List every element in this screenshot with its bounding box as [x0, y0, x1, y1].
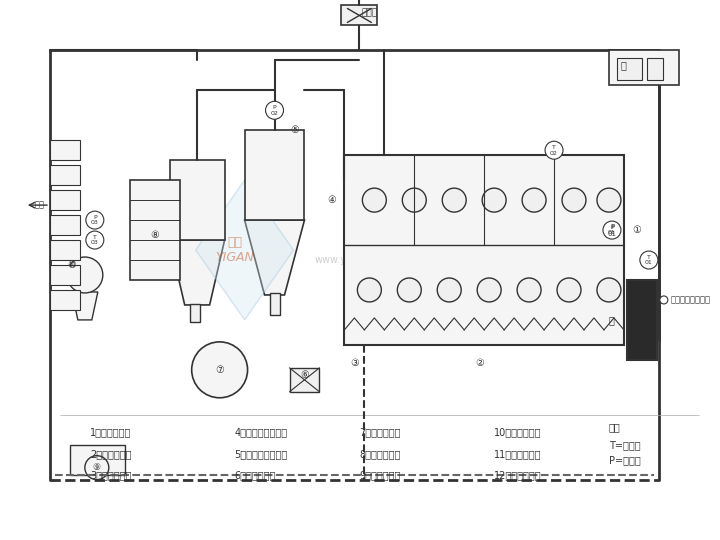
- Text: P
02: P 02: [271, 105, 279, 116]
- Text: ②: ②: [474, 358, 484, 368]
- Circle shape: [86, 231, 104, 249]
- Circle shape: [603, 221, 621, 239]
- Circle shape: [660, 296, 668, 304]
- Polygon shape: [170, 240, 225, 305]
- Text: 7、密闭引风机: 7、密闭引风机: [359, 427, 401, 437]
- Text: 4、一级布袋除尘器: 4、一级布袋除尘器: [235, 427, 288, 437]
- Bar: [617, 58, 642, 80]
- Circle shape: [437, 278, 462, 302]
- Text: P=测压点: P=测压点: [609, 455, 641, 465]
- Circle shape: [266, 102, 284, 119]
- Text: ⑫: ⑫: [608, 315, 614, 325]
- Circle shape: [597, 188, 621, 212]
- Bar: [647, 58, 663, 80]
- Text: P
03: P 03: [91, 215, 99, 226]
- Text: T=测温点: T=测温点: [609, 440, 641, 450]
- Text: ⑥: ⑥: [300, 370, 309, 380]
- Text: 11、密闭送风机: 11、密闭送风机: [494, 449, 541, 458]
- Bar: [50, 140, 80, 160]
- Text: 氮气阀: 氮气阀: [361, 8, 377, 17]
- Text: T
02: T 02: [550, 145, 558, 156]
- Circle shape: [517, 278, 541, 302]
- Bar: [50, 265, 80, 285]
- Text: 6、密闭出料阀: 6、密闭出料阀: [235, 471, 276, 481]
- Circle shape: [482, 188, 506, 212]
- Text: ③: ③: [350, 358, 359, 368]
- Bar: [627, 280, 657, 360]
- Bar: [269, 293, 279, 315]
- Text: 排空: 排空: [35, 201, 45, 210]
- Bar: [130, 180, 180, 280]
- Text: P
01: P 01: [608, 224, 616, 237]
- Text: ④: ④: [328, 195, 336, 205]
- Text: 注：: 注：: [609, 422, 621, 431]
- Circle shape: [545, 141, 563, 159]
- Text: ①: ①: [632, 225, 641, 235]
- Bar: [170, 160, 225, 240]
- Bar: [189, 304, 199, 322]
- Circle shape: [86, 211, 104, 229]
- Text: ⑦: ⑦: [215, 365, 224, 375]
- Text: ⑩: ⑩: [68, 260, 76, 270]
- Text: 9、溶媒回收罐: 9、溶媒回收罐: [359, 471, 401, 481]
- Polygon shape: [72, 292, 98, 320]
- Circle shape: [362, 188, 387, 212]
- Polygon shape: [245, 220, 305, 295]
- Polygon shape: [196, 180, 294, 320]
- Bar: [70, 445, 125, 475]
- Text: T
03: T 03: [91, 235, 99, 246]
- Circle shape: [562, 188, 586, 212]
- Circle shape: [477, 278, 501, 302]
- Circle shape: [640, 251, 658, 269]
- Text: 1、密闭进料器: 1、密闭进料器: [90, 427, 131, 437]
- Text: 8、多级冷凝器: 8、多级冷凝器: [359, 449, 401, 458]
- Bar: [245, 130, 305, 220]
- Text: 氧浓度在线检测仪: 氧浓度在线检测仪: [671, 295, 711, 305]
- Text: ⑪: ⑪: [621, 60, 627, 70]
- Text: T
01: T 01: [645, 255, 653, 266]
- Bar: [50, 240, 80, 260]
- Bar: [50, 215, 80, 235]
- Bar: [341, 5, 377, 25]
- Circle shape: [442, 188, 466, 212]
- Circle shape: [402, 188, 426, 212]
- Bar: [50, 165, 80, 185]
- Bar: [50, 290, 80, 310]
- Circle shape: [557, 278, 581, 302]
- Bar: [344, 155, 624, 345]
- Text: 12、密闭加热器: 12、密闭加热器: [494, 471, 541, 481]
- Text: 5、二级布袋除尘器: 5、二级布袋除尘器: [235, 449, 288, 458]
- Text: 10、二级洗液器: 10、二级洗液器: [494, 427, 541, 437]
- Bar: [50, 190, 80, 210]
- Text: www.yigangg.com: www.yigangg.com: [315, 255, 404, 265]
- Text: P
01: P 01: [608, 225, 616, 235]
- Circle shape: [397, 278, 421, 302]
- Text: 逸千
YIGAN: 逸千 YIGAN: [215, 236, 254, 264]
- Text: ⑧: ⑧: [150, 230, 159, 240]
- Circle shape: [192, 342, 248, 398]
- Text: ⑤: ⑤: [290, 125, 299, 135]
- Circle shape: [597, 278, 621, 302]
- Bar: [609, 50, 679, 85]
- Text: 2、永腾床主机: 2、永腾床主机: [90, 449, 131, 458]
- Text: ⑨: ⑨: [93, 463, 101, 472]
- Text: 3、密闭出料器: 3、密闭出料器: [90, 471, 131, 481]
- Bar: [289, 368, 320, 392]
- Circle shape: [357, 278, 382, 302]
- Circle shape: [85, 456, 109, 480]
- Circle shape: [522, 188, 546, 212]
- Circle shape: [67, 257, 103, 293]
